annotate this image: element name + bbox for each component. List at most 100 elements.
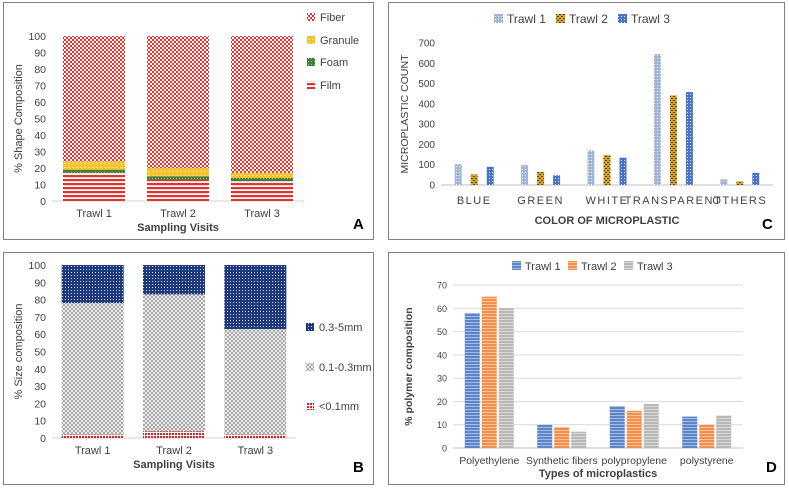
bar-trawl-3-polypropylene: [643, 403, 659, 448]
bar-trawl-2-green: [537, 171, 545, 185]
bar-fiber-trawl-1: [63, 36, 125, 162]
bar-fiber-trawl-2: [147, 36, 209, 168]
x-tick-label-blue: BLUE: [457, 195, 492, 207]
y-tick-label-10: 10: [34, 416, 46, 428]
plot-area: 0 100 200 300 400 500 600 700 BLUE GREEN WHITETRAN…: [399, 12, 773, 227]
legend-label-fiber: Fiber: [320, 12, 345, 24]
legend-swatch-trawl-1: [512, 261, 521, 270]
legend-swatch-film: [307, 81, 315, 89]
legend-swatch-granule: [307, 36, 315, 44]
legend-swatch-trawl-3: [618, 14, 627, 23]
y-axis-title: MICROPLASTIC COUNT: [399, 54, 411, 174]
bar-trawl-2-others: [736, 181, 744, 185]
y-tick-label-700: 700: [418, 39, 435, 50]
legend-label-trawl-1: Trawl 1: [507, 12, 546, 26]
y-tick-label-600: 600: [418, 59, 435, 70]
y-tick-label-40: 40: [34, 130, 46, 142]
bar-trawl-3-others: [752, 172, 760, 185]
legend-swatch-trawl-2: [556, 14, 565, 23]
bar-0-3-5mm-trawl-3: [224, 265, 287, 330]
legend-swatch-trawl-3: [624, 261, 633, 270]
bar-fiber-trawl-3: [231, 36, 293, 173]
y-tick-label-50: 50: [34, 114, 46, 126]
x-axis-title: Types of microplastics: [539, 468, 657, 480]
x-tick-label-white: WHITE: [586, 195, 629, 207]
y-axis-title: % polymer composition: [403, 307, 415, 425]
legend-swatch-0-1-0-3mm: [306, 363, 314, 371]
bar-0-1mm-trawl-3: [224, 434, 287, 438]
y-tick-label-100: 100: [28, 260, 46, 272]
y-tick-label-50: 50: [34, 347, 46, 359]
panel-label-a: A: [353, 216, 364, 233]
x-tick-label-trawl-3: Trawl 3: [244, 208, 280, 220]
bar-0-3-5mm-trawl-1: [61, 265, 124, 304]
x-tick-label-others: OTHERS: [712, 195, 767, 207]
bar-film-trawl-2: [147, 179, 209, 201]
x-tick-label-trawl-3: Trawl 3: [238, 445, 274, 457]
y-tick-label-20: 20: [34, 163, 46, 175]
bar-trawl-1-others: [720, 179, 728, 185]
y-tick-label-0: 0: [40, 196, 46, 208]
bar-trawl-2-polypropylene: [626, 410, 642, 448]
legend-swatch-0-3-5mm: [306, 323, 314, 331]
x-tick-label-trawl-2: Trawl 2: [156, 445, 192, 457]
panel-label-c: C: [762, 216, 773, 233]
y-tick-label-200: 200: [418, 140, 435, 151]
y-tick-label-30: 30: [437, 374, 447, 384]
y-tick-label-90: 90: [34, 48, 46, 60]
y-tick-label-50: 50: [437, 327, 447, 337]
x-tick-label-trawl-1: Trawl 1: [76, 208, 112, 220]
bar-granule-trawl-3: [231, 172, 293, 178]
bar-trawl-1-transparent: [653, 54, 661, 186]
bar-trawl-3-green: [553, 175, 561, 185]
x-tick-label-polyethylene: Polyethylene: [459, 455, 519, 467]
legend-label-trawl-3: Trawl 3: [631, 12, 670, 26]
bar-foam-trawl-2: [147, 176, 209, 180]
bar-granule-trawl-2: [147, 168, 209, 177]
bar-0-3-5mm-trawl-2: [143, 265, 205, 295]
panel-label-b: B: [353, 459, 364, 476]
y-tick-label-90: 90: [34, 277, 46, 289]
y-tick-label-80: 80: [34, 64, 46, 76]
x-tick-label-transparent: TRANSPARENT: [625, 195, 723, 207]
y-tick-label-70: 70: [34, 81, 46, 93]
legend-swatch-fiber: [307, 13, 315, 21]
legend-swatch-trawl-2: [568, 261, 577, 270]
plot-area: 0 10 20 30 40 50 60 70 80 90 100 Trawl 1 Trawl 2 Traw…: [13, 12, 359, 234]
bar-0-1mm-trawl-2: [143, 431, 205, 438]
y-tick-label-40: 40: [437, 350, 447, 360]
size-composition-chart: 0 10 20 30 40 50 60 70 80 90 100 Trawl 1 Trawl 2 Traw…: [13, 260, 372, 471]
legend-label-trawl-3: Trawl 3: [637, 261, 673, 273]
y-tick-label-20: 20: [34, 398, 46, 410]
bar-0-1-0-3mm-trawl-3: [224, 329, 287, 435]
y-tick-label-100: 100: [418, 160, 435, 171]
legend-swatch-0-1mm: [306, 402, 314, 410]
x-axis-title: COLOR OF MICROPLASTIC: [535, 215, 680, 227]
color-count-chart: 0 100 200 300 400 500 600 700 BLUE GREEN WHITETRAN…: [399, 12, 773, 227]
bar-0-1mm-trawl-1: [61, 434, 124, 438]
bar-trawl-2-white: [603, 154, 611, 185]
bar-trawl-2-synthetic-fibers: [554, 427, 570, 448]
panel-c: 0 100 200 300 400 500 600 700 BLUE GREEN WHITE TRAN…: [388, 2, 785, 240]
bar-film-trawl-3: [231, 181, 293, 201]
bar-trawl-3-synthetic-fibers: [571, 431, 587, 448]
legend-label-foam: Foam: [320, 57, 348, 69]
y-tick-label-100: 100: [28, 31, 46, 43]
bar-trawl-1-synthetic-fibers: [537, 424, 553, 448]
y-tick-label-40: 40: [34, 364, 46, 376]
y-tick-label-30: 30: [34, 147, 46, 159]
bar-film-trawl-1: [63, 172, 125, 201]
y-tick-label-60: 60: [34, 329, 46, 341]
x-axis-title: Sampling Visits: [137, 222, 219, 234]
x-tick-label-trawl-1: Trawl 1: [75, 445, 111, 457]
y-tick-label-10: 10: [34, 180, 46, 192]
y-tick-label-0: 0: [442, 444, 447, 454]
legend-label-0-3-5mm: 0.3-5mm: [319, 322, 362, 334]
legend-label-0-1-0-3mm: 0.1-0.3mm: [319, 362, 372, 374]
legend-label-granule: Granule: [320, 35, 359, 47]
bar-trawl-1-white: [587, 150, 595, 185]
y-tick-label-70: 70: [437, 281, 447, 291]
bar-0-1-0-3mm-trawl-2: [143, 294, 205, 432]
y-tick-label-0: 0: [429, 181, 435, 192]
y-axis-title: % Shape Composition: [13, 64, 25, 173]
